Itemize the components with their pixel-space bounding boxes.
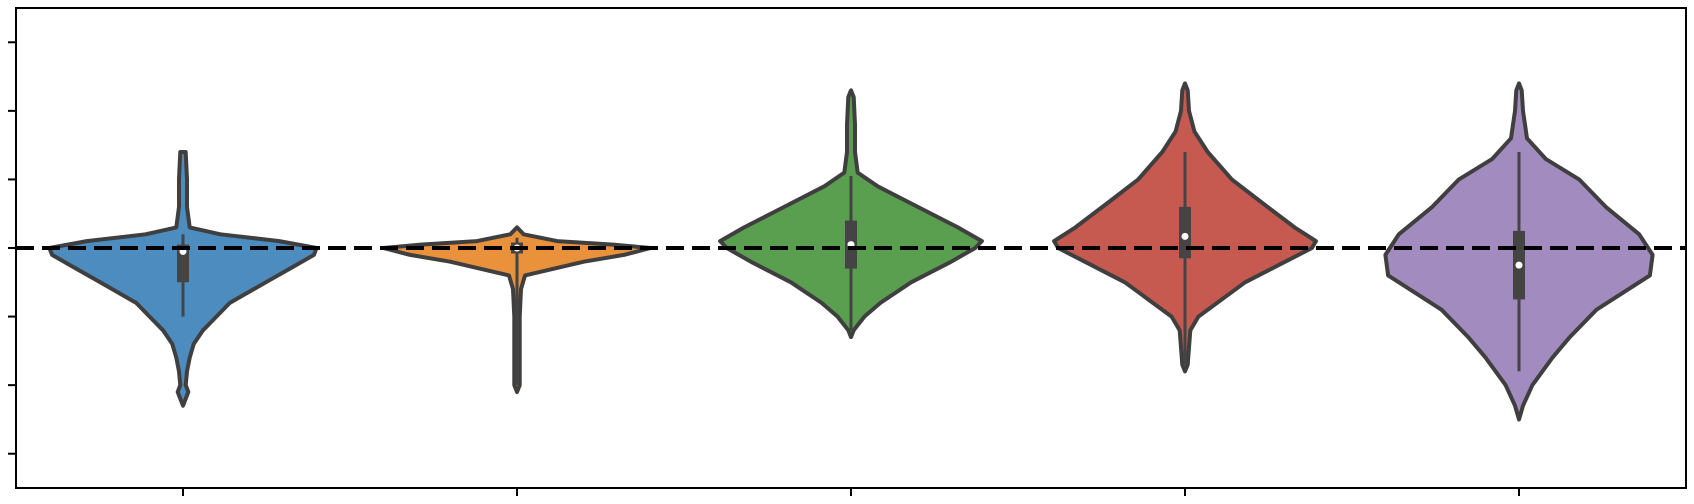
violin-group-5 <box>1385 83 1652 419</box>
iqr-box-group-4 <box>1179 207 1191 258</box>
median-group-5 <box>1516 262 1523 269</box>
violin-group-3 <box>720 90 982 337</box>
violin-group-4 <box>1054 83 1316 371</box>
median-group-4 <box>1182 233 1189 240</box>
violin-layer <box>49 83 1652 419</box>
violin-group-2 <box>383 227 650 392</box>
violin-group-1 <box>49 152 316 406</box>
